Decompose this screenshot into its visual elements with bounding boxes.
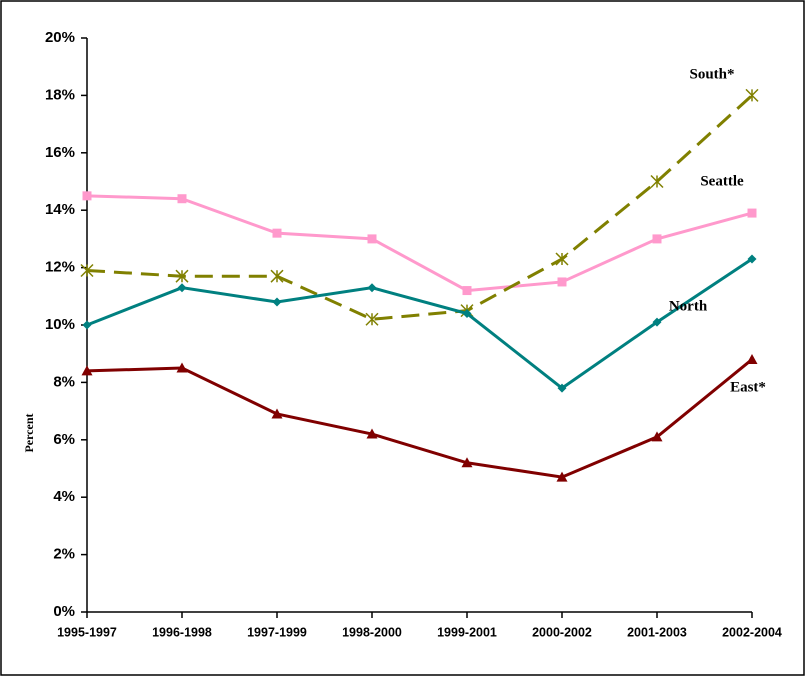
x-tick-label: 1995-1997 bbox=[57, 625, 117, 639]
series-label: East* bbox=[730, 379, 766, 395]
point bbox=[746, 353, 758, 364]
point bbox=[367, 234, 377, 244]
point bbox=[651, 431, 663, 442]
point bbox=[177, 194, 187, 204]
point bbox=[650, 174, 664, 189]
y-tick-label: 12% bbox=[45, 259, 75, 276]
point bbox=[462, 286, 472, 296]
series-line bbox=[86, 257, 753, 391]
y-tick-label: 8% bbox=[53, 373, 75, 390]
point bbox=[81, 365, 93, 376]
y-axis-label: Percent bbox=[22, 413, 36, 452]
series-line bbox=[86, 358, 753, 479]
point bbox=[557, 277, 567, 287]
y-tick-label: 16% bbox=[45, 144, 75, 161]
x-tick-label: 1996-1998 bbox=[152, 625, 212, 639]
x-tick-label: 2002-2004 bbox=[722, 625, 782, 639]
point bbox=[745, 88, 759, 102]
point bbox=[747, 208, 757, 218]
point bbox=[367, 283, 377, 293]
y-tick-label: 14% bbox=[45, 201, 75, 218]
point bbox=[556, 471, 568, 482]
point bbox=[272, 228, 282, 238]
y-tick-label: 18% bbox=[45, 86, 75, 103]
point bbox=[652, 234, 662, 244]
point bbox=[272, 297, 282, 307]
y-tick-label: 6% bbox=[53, 431, 75, 448]
point bbox=[82, 320, 92, 330]
point bbox=[366, 428, 378, 439]
series-line bbox=[86, 194, 753, 293]
y-tick-label: 0% bbox=[53, 603, 75, 620]
point bbox=[557, 383, 567, 393]
x-tick-label: 1998-2000 bbox=[342, 625, 402, 639]
series-label: South* bbox=[689, 66, 734, 82]
series-label: North bbox=[669, 298, 708, 314]
point bbox=[462, 309, 472, 319]
point bbox=[555, 252, 569, 266]
y-tick-label: 10% bbox=[45, 316, 75, 333]
series-label: Seattle bbox=[700, 173, 744, 189]
series-line bbox=[86, 94, 754, 321]
point bbox=[652, 317, 662, 327]
x-tick-label: 2001-2003 bbox=[627, 625, 687, 639]
point bbox=[365, 312, 379, 326]
point bbox=[177, 283, 187, 293]
point bbox=[461, 457, 473, 468]
point bbox=[175, 269, 189, 283]
point bbox=[270, 269, 284, 283]
point bbox=[271, 408, 283, 419]
y-tick-label: 20% bbox=[45, 29, 75, 46]
x-tick-label: 1997-1999 bbox=[247, 625, 307, 639]
y-tick-label: 4% bbox=[53, 488, 75, 505]
x-tick-label: 2000-2002 bbox=[532, 625, 592, 639]
point bbox=[747, 254, 757, 264]
point bbox=[176, 362, 188, 373]
point bbox=[82, 191, 92, 201]
x-tick-label: 1999-2001 bbox=[437, 625, 497, 639]
point bbox=[80, 263, 94, 278]
y-tick-label: 2% bbox=[53, 546, 75, 563]
